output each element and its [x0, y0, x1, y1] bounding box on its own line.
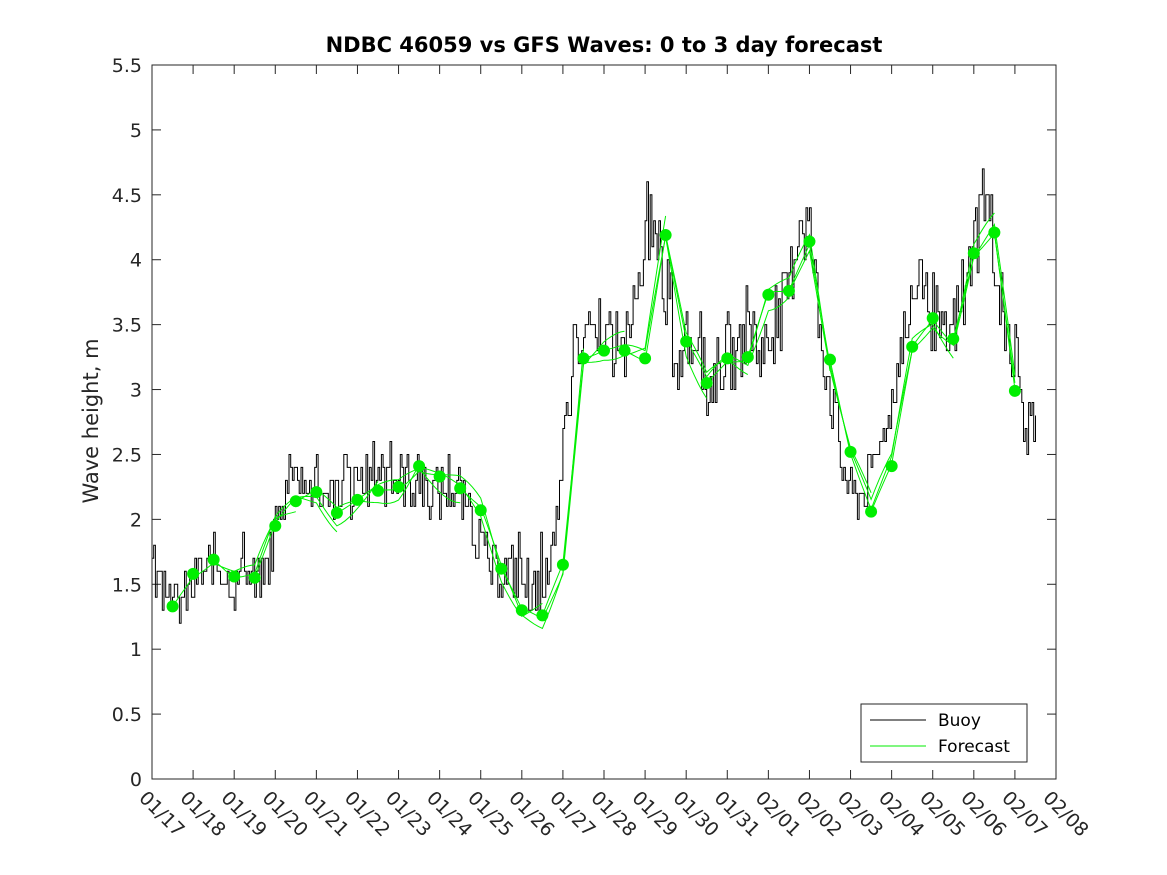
forecast-point [536, 609, 549, 622]
forecast-point [885, 460, 898, 473]
y-tick-label: 4 [130, 250, 142, 272]
forecast-point [844, 445, 857, 458]
forecast-point [454, 482, 467, 495]
y-tick-label: 1 [130, 639, 142, 661]
forecast-point [782, 284, 795, 297]
y-tick-label: 3.5 [112, 315, 142, 337]
buoy-series-line [152, 168, 1036, 624]
forecast-point [372, 484, 384, 497]
forecast-point [515, 604, 528, 617]
forecast-point [577, 352, 590, 365]
y-tick-label: 3 [130, 380, 142, 402]
y-tick-label: 1.5 [112, 574, 142, 596]
y-tick-label: 2.5 [112, 444, 142, 466]
forecast-point [248, 571, 261, 584]
forecast-point [495, 562, 508, 575]
legend-forecast-label: Forecast [938, 737, 1010, 757]
y-tick-label: 2 [130, 509, 142, 531]
forecast-point [392, 480, 405, 493]
forecast-point [269, 519, 282, 532]
forecast-point [1008, 384, 1021, 397]
forecast-point [762, 288, 775, 301]
y-tick-label: 4.5 [112, 185, 142, 207]
y-tick-label: 0 [130, 769, 142, 791]
forecast-point [967, 247, 980, 260]
forecast-point [700, 377, 713, 390]
forecast-point [310, 486, 323, 499]
axes-box [151, 64, 1057, 780]
forecast-point [659, 229, 672, 242]
forecast-point [680, 335, 693, 348]
forecast-point [474, 504, 487, 517]
y-axis-label: Wave height, m [79, 338, 103, 503]
forecast-point [207, 553, 220, 566]
forecast-point [803, 235, 816, 248]
chart-title: NDBC 46059 vs GFS Waves: 0 to 3 day fore… [326, 33, 883, 57]
forecast-run-line [911, 222, 1016, 375]
forecast-point [865, 505, 878, 518]
forecast-point [433, 470, 446, 483]
forecast-point [166, 600, 179, 613]
forecast-point [598, 344, 610, 357]
forecast-point [947, 332, 960, 345]
legend: Buoy Forecast [860, 703, 1028, 763]
forecast-point [926, 312, 939, 325]
forecast-point [413, 460, 426, 473]
forecast-point [556, 558, 569, 571]
forecast-point [351, 493, 364, 506]
forecast-point [618, 344, 631, 357]
forecast-point [721, 352, 734, 365]
forecast-point [289, 495, 302, 508]
forecast-point [741, 351, 754, 364]
forecast-run-line [993, 232, 1016, 390]
forecast-point [906, 340, 919, 353]
forecast-point [639, 352, 652, 365]
y-tick-label: 0.5 [112, 704, 142, 726]
forecast-point [330, 506, 343, 519]
legend-box [860, 703, 1028, 763]
forecast-point [228, 570, 241, 583]
forecast-point [187, 567, 200, 580]
forecast-point [988, 226, 1001, 239]
forecast-point [824, 353, 836, 366]
y-tick-label: 5.5 [112, 55, 142, 77]
y-tick-label: 5 [130, 120, 142, 142]
legend-buoy-label: Buoy [938, 711, 981, 731]
